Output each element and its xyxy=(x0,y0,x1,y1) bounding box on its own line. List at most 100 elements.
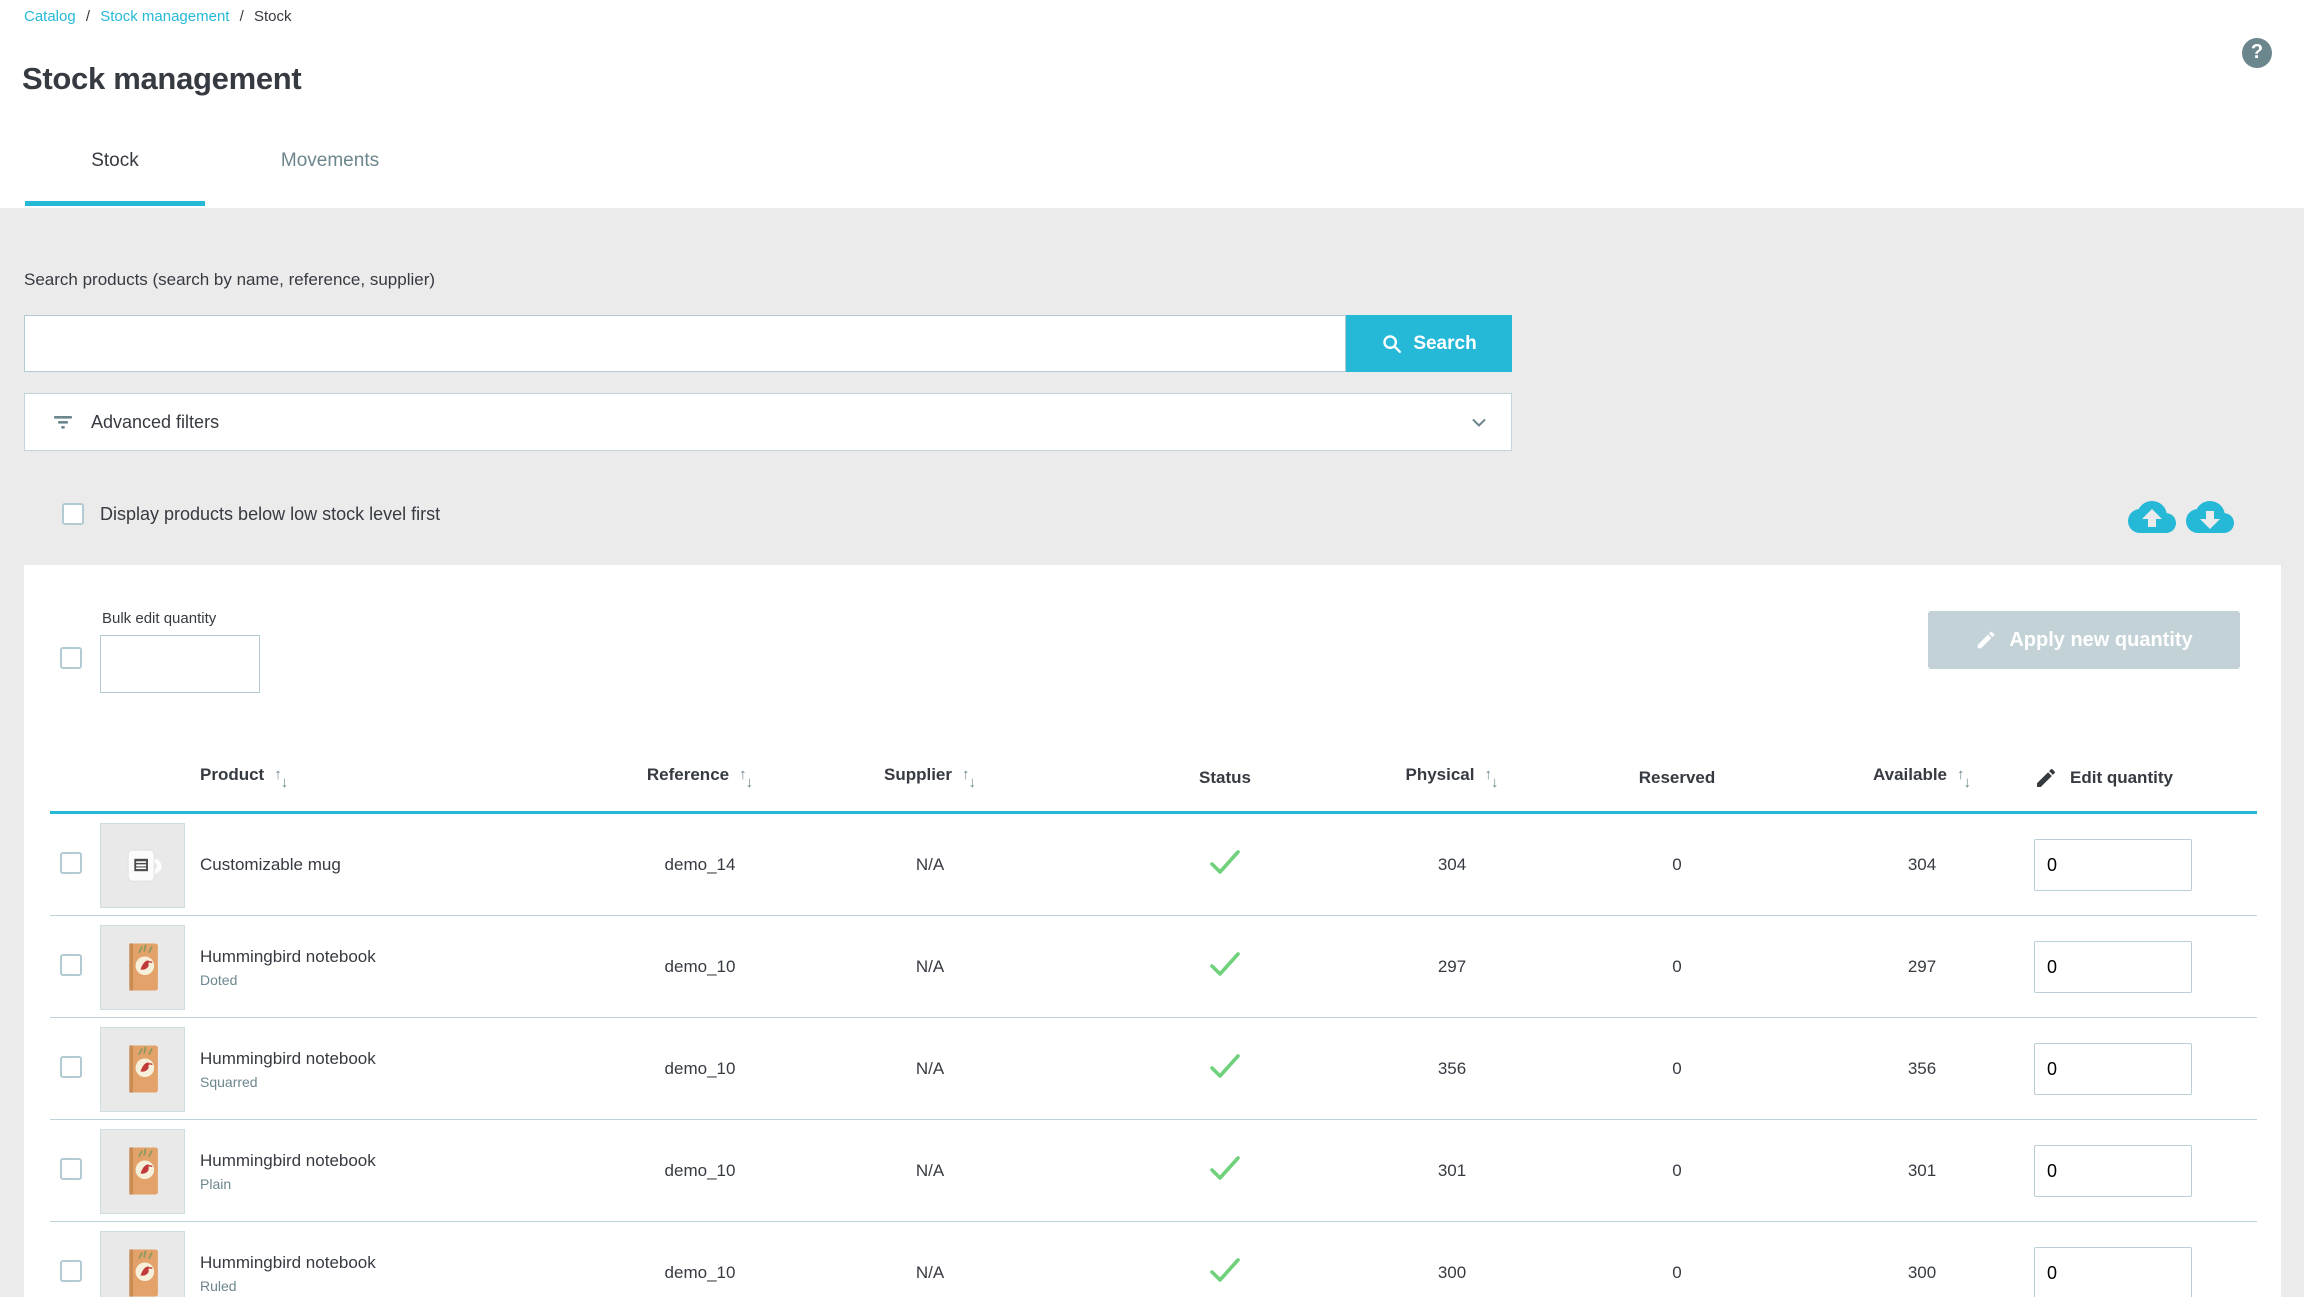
tab-stock[interactable]: Stock xyxy=(25,150,205,172)
product-name: Hummingbird notebook xyxy=(200,1151,580,1171)
pencil-icon xyxy=(2034,766,2058,790)
product-variant: Squarred xyxy=(200,1074,580,1090)
status-cell xyxy=(1090,1257,1360,1289)
search-button-label: Search xyxy=(1413,333,1476,355)
search-label: Search products (search by name, referen… xyxy=(24,270,435,290)
column-header-supplier: Supplier ↑↓ xyxy=(820,765,1090,791)
advanced-filters-toggle[interactable]: Advanced filters xyxy=(24,393,1512,451)
column-header-status: Status xyxy=(1090,768,1360,788)
notebook-image xyxy=(112,1242,174,1297)
column-header-label: Available xyxy=(1873,765,1947,784)
supplier-cell: N/A xyxy=(820,1263,1090,1283)
sort-icon[interactable]: ↑↓ xyxy=(962,766,976,791)
breadcrumb-current: Stock xyxy=(254,8,292,25)
row-select-checkbox[interactable] xyxy=(60,954,82,976)
breadcrumb-link-stock-management[interactable]: Stock management xyxy=(100,8,229,25)
product-name: Hummingbird notebook xyxy=(200,1253,580,1273)
low-stock-filter-row: Display products below low stock level f… xyxy=(62,503,440,525)
column-header-available: Available ↑↓ xyxy=(1810,765,2034,791)
search-button[interactable]: Search xyxy=(1346,315,1512,372)
sort-icon[interactable]: ↑↓ xyxy=(739,766,753,791)
stock-table-card: Bulk edit quantity Apply new quantity Pr… xyxy=(24,565,2281,1297)
column-header-reference: Reference ↑↓ xyxy=(580,765,820,791)
product-thumbnail xyxy=(100,1129,185,1214)
check-icon xyxy=(1209,1169,1241,1186)
help-icon[interactable]: ? xyxy=(2242,38,2272,68)
product-name: Customizable mug xyxy=(200,855,580,875)
column-header-label: Reserved xyxy=(1639,768,1716,787)
check-icon xyxy=(1209,1067,1241,1084)
physical-quantity-cell: 297 xyxy=(1360,957,1544,977)
table-row: Customizable mug demo_14 N/A xyxy=(24,814,2281,916)
column-header-edit-quantity: Edit quantity xyxy=(2034,766,2281,790)
check-icon xyxy=(1209,1271,1241,1288)
page-title: Stock management xyxy=(22,61,301,97)
status-cell xyxy=(1090,1155,1360,1187)
breadcrumb-separator: / xyxy=(240,8,244,25)
low-stock-label: Display products below low stock level f… xyxy=(100,504,440,525)
bulk-quantity-input[interactable] xyxy=(100,635,260,693)
sort-icon[interactable]: ↑↓ xyxy=(274,766,288,791)
physical-quantity-cell: 304 xyxy=(1360,855,1544,875)
breadcrumb-separator: / xyxy=(86,8,90,25)
bulk-select-all-checkbox[interactable] xyxy=(60,647,82,669)
edit-quantity-input[interactable] xyxy=(2034,941,2192,993)
column-header-physical: Physical ↑↓ xyxy=(1360,765,1544,791)
product-thumbnail xyxy=(100,1027,185,1112)
row-select-checkbox[interactable] xyxy=(60,852,82,874)
mug-image xyxy=(112,834,174,896)
cloud-download-icon[interactable] xyxy=(2186,496,2234,536)
reserved-quantity-cell: 0 xyxy=(1544,1161,1810,1181)
column-header-label: Reference xyxy=(647,765,729,784)
edit-quantity-input[interactable] xyxy=(2034,1145,2192,1197)
product-variant: Doted xyxy=(200,972,580,988)
reference-cell: demo_10 xyxy=(580,1161,820,1181)
table-header-row: Product↑↓ Reference↑↓ Supplier↑↓ Status … xyxy=(24,745,2281,811)
bulk-edit-label: Bulk edit quantity xyxy=(102,610,216,627)
reference-cell: demo_10 xyxy=(580,1263,820,1283)
row-select-checkbox[interactable] xyxy=(60,1056,82,1078)
table-row: Hummingbird notebook Ruled demo_10 N/A xyxy=(24,1222,2281,1297)
reserved-quantity-cell: 0 xyxy=(1544,1059,1810,1079)
low-stock-checkbox[interactable] xyxy=(62,503,84,525)
breadcrumb-link-catalog[interactable]: Catalog xyxy=(24,8,76,25)
edit-quantity-input[interactable] xyxy=(2034,1247,2192,1297)
supplier-cell: N/A xyxy=(820,1161,1090,1181)
check-icon xyxy=(1209,863,1241,880)
product-variant: Plain xyxy=(200,1176,580,1192)
sort-icon[interactable]: ↑↓ xyxy=(1957,766,1971,791)
physical-quantity-cell: 301 xyxy=(1360,1161,1544,1181)
tab-movements[interactable]: Movements xyxy=(230,150,430,172)
breadcrumb: Catalog / Stock management / Stock xyxy=(24,8,292,25)
available-quantity-cell: 301 xyxy=(1810,1161,2034,1181)
available-quantity-cell: 300 xyxy=(1810,1263,2034,1283)
row-select-checkbox[interactable] xyxy=(60,1158,82,1180)
chevron-down-icon xyxy=(1467,410,1491,434)
column-header-reserved: Reserved xyxy=(1544,768,1810,788)
product-thumbnail xyxy=(100,823,185,908)
reserved-quantity-cell: 0 xyxy=(1544,1263,1810,1283)
column-header-label: Edit quantity xyxy=(2070,768,2173,788)
row-select-checkbox[interactable] xyxy=(60,1260,82,1282)
product-variant: Ruled xyxy=(200,1278,580,1294)
product-thumbnail xyxy=(100,925,185,1010)
reserved-quantity-cell: 0 xyxy=(1544,855,1810,875)
available-quantity-cell: 356 xyxy=(1810,1059,2034,1079)
table-row: Hummingbird notebook Plain demo_10 N/A xyxy=(24,1120,2281,1222)
filters-panel: Search products (search by name, referen… xyxy=(0,208,2304,1297)
table-body: Customizable mug demo_14 N/A xyxy=(24,814,2281,1297)
apply-new-quantity-button[interactable]: Apply new quantity xyxy=(1928,611,2240,669)
column-header-label: Supplier xyxy=(884,765,952,784)
reference-cell: demo_10 xyxy=(580,957,820,977)
edit-quantity-input[interactable] xyxy=(2034,839,2192,891)
edit-quantity-input[interactable] xyxy=(2034,1043,2192,1095)
tab-bar: Stock Movements xyxy=(25,150,430,172)
product-name: Hummingbird notebook xyxy=(200,1049,580,1069)
sort-icon[interactable]: ↑↓ xyxy=(1485,766,1499,791)
supplier-cell: N/A xyxy=(820,1059,1090,1079)
search-input[interactable] xyxy=(24,315,1346,372)
column-header-label: Physical xyxy=(1406,765,1475,784)
cloud-upload-icon[interactable] xyxy=(2128,496,2176,536)
advanced-filters-label: Advanced filters xyxy=(91,412,219,433)
stock-table: Product↑↓ Reference↑↓ Supplier↑↓ Status … xyxy=(24,745,2281,1297)
